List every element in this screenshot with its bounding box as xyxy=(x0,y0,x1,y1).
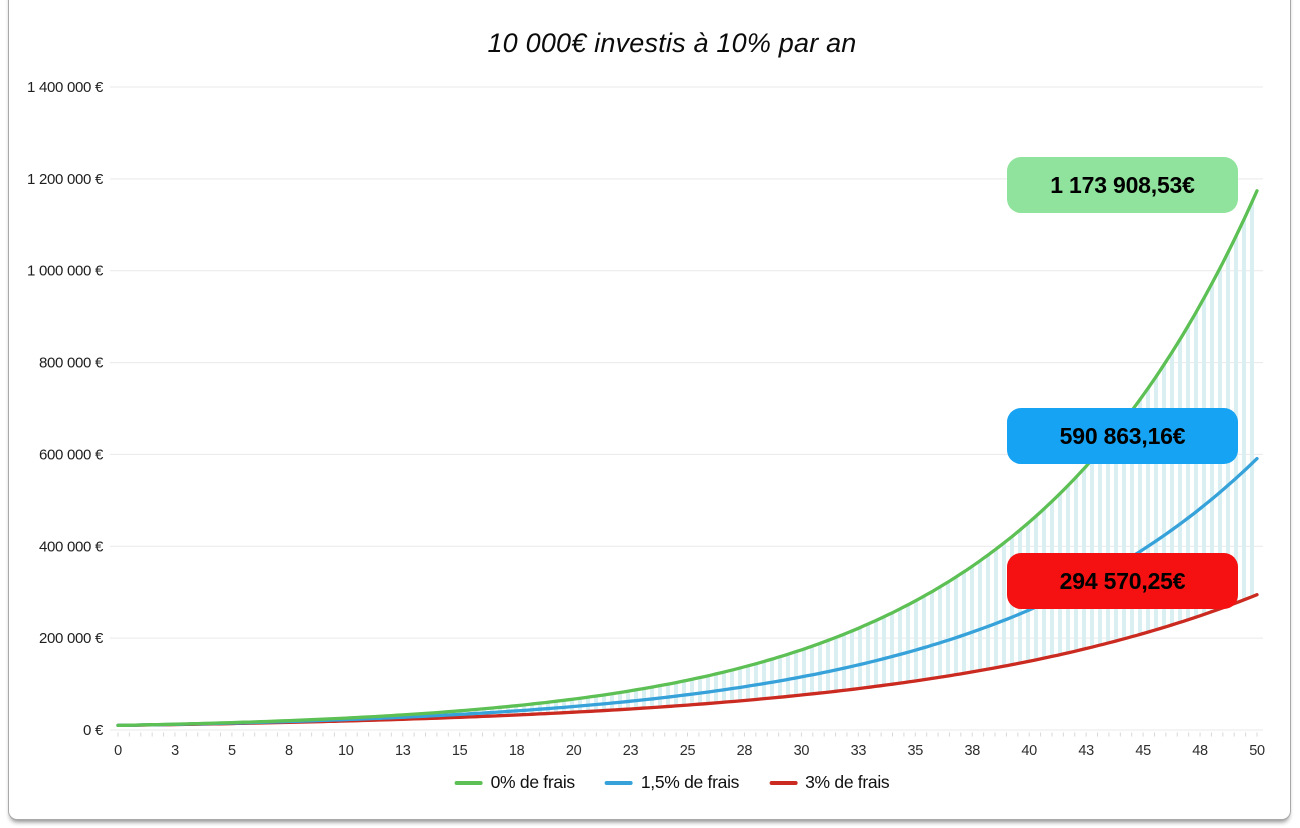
y-axis-tick-label: 1 200 000 € xyxy=(27,171,104,188)
fee-loss-striped-area xyxy=(118,190,1257,726)
x-axis-tick-label: 33 xyxy=(851,743,867,759)
x-axis-tick-label: 50 xyxy=(1249,743,1265,759)
x-axis-tick-label: 18 xyxy=(509,743,525,759)
final-value-badge-3pct-fees: 294 570,25€ xyxy=(1007,553,1238,609)
legend-label: 1,5% de frais xyxy=(640,772,740,792)
legend-line-swatch-green xyxy=(454,780,483,785)
final-value-badge-1-5pct-fees: 590 863,16€ xyxy=(1007,408,1238,464)
legend-item-3pct-fees: 3% de frais xyxy=(769,772,890,793)
final-value-text: 294 570,25€ xyxy=(1059,567,1186,594)
x-axis-tick-label: 35 xyxy=(908,743,924,759)
x-axis-tick-label: 10 xyxy=(338,743,354,759)
legend-item-1-5pct-fees: 1,5% de frais xyxy=(604,772,740,793)
legend-line-swatch-blue xyxy=(604,780,633,785)
x-axis-tick-label: 0 xyxy=(114,743,122,759)
legend-label: 3% de frais xyxy=(805,772,890,792)
x-axis-tick-label: 25 xyxy=(680,743,696,759)
y-axis-tick-label: 400 000 € xyxy=(39,538,104,555)
series-line-0-de-frais xyxy=(116,189,1259,728)
x-axis-tick-label: 43 xyxy=(1078,743,1094,759)
x-axis-tick-label: 45 xyxy=(1135,743,1151,759)
chart-title: 10 000€ investis à 10% par an xyxy=(487,28,857,58)
y-axis-tick-label: 1 400 000 € xyxy=(27,79,104,96)
x-axis-tick-label: 3 xyxy=(171,743,179,759)
y-axis-tick-label: 800 000 € xyxy=(39,355,104,372)
x-axis-tick-label: 23 xyxy=(623,743,639,759)
x-axis-tick-label: 30 xyxy=(794,743,810,759)
final-value-badge-0pct-fees: 1 173 908,53€ xyxy=(1007,157,1238,213)
x-axis-tick-label: 8 xyxy=(285,743,293,759)
y-axis-tick-label: 0 € xyxy=(83,722,104,739)
y-axis-tick-label: 1 000 000 € xyxy=(27,263,104,280)
final-value-text: 1 173 908,53€ xyxy=(1050,171,1195,198)
legend-label: 0% de frais xyxy=(490,772,576,792)
x-axis-tick-label: 40 xyxy=(1021,743,1037,759)
x-axis-tick-label: 28 xyxy=(737,743,753,759)
x-axis-tick-label: 5 xyxy=(228,743,236,759)
legend-item-0pct-fees: 0% de frais xyxy=(454,772,576,793)
chart-legend: 0% de frais 1,5% de frais 3% de frais xyxy=(454,772,890,793)
final-value-text: 590 863,16€ xyxy=(1059,422,1186,449)
x-axis-tick-label: 38 xyxy=(964,743,980,759)
legend-line-swatch-red xyxy=(769,780,798,785)
x-axis-tick-label: 20 xyxy=(566,743,582,759)
x-axis-tick-label: 15 xyxy=(452,743,468,759)
y-axis-tick-label: 600 000 € xyxy=(39,446,104,463)
y-axis-tick-label: 200 000 € xyxy=(39,630,104,647)
x-axis-tick-label: 48 xyxy=(1192,743,1208,759)
x-axis-tick-label: 13 xyxy=(395,743,411,759)
